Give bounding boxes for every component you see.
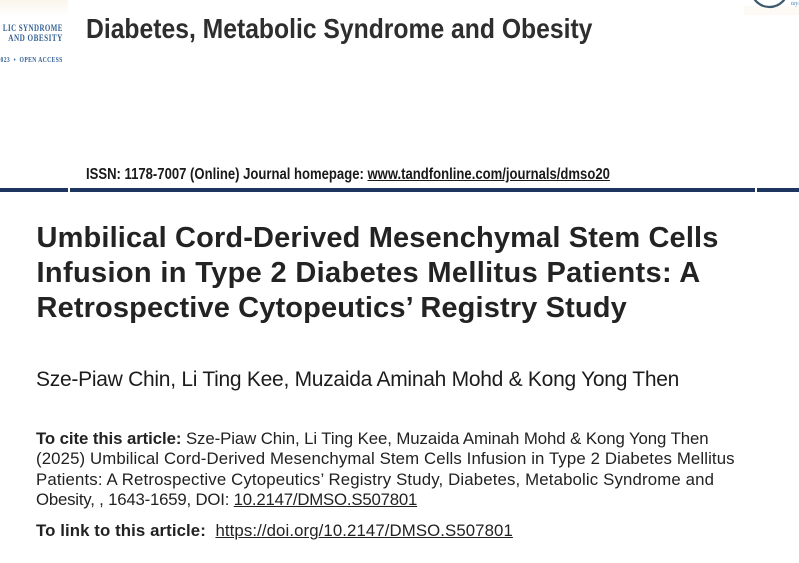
svg-text:tayl: tayl	[791, 1, 799, 7]
